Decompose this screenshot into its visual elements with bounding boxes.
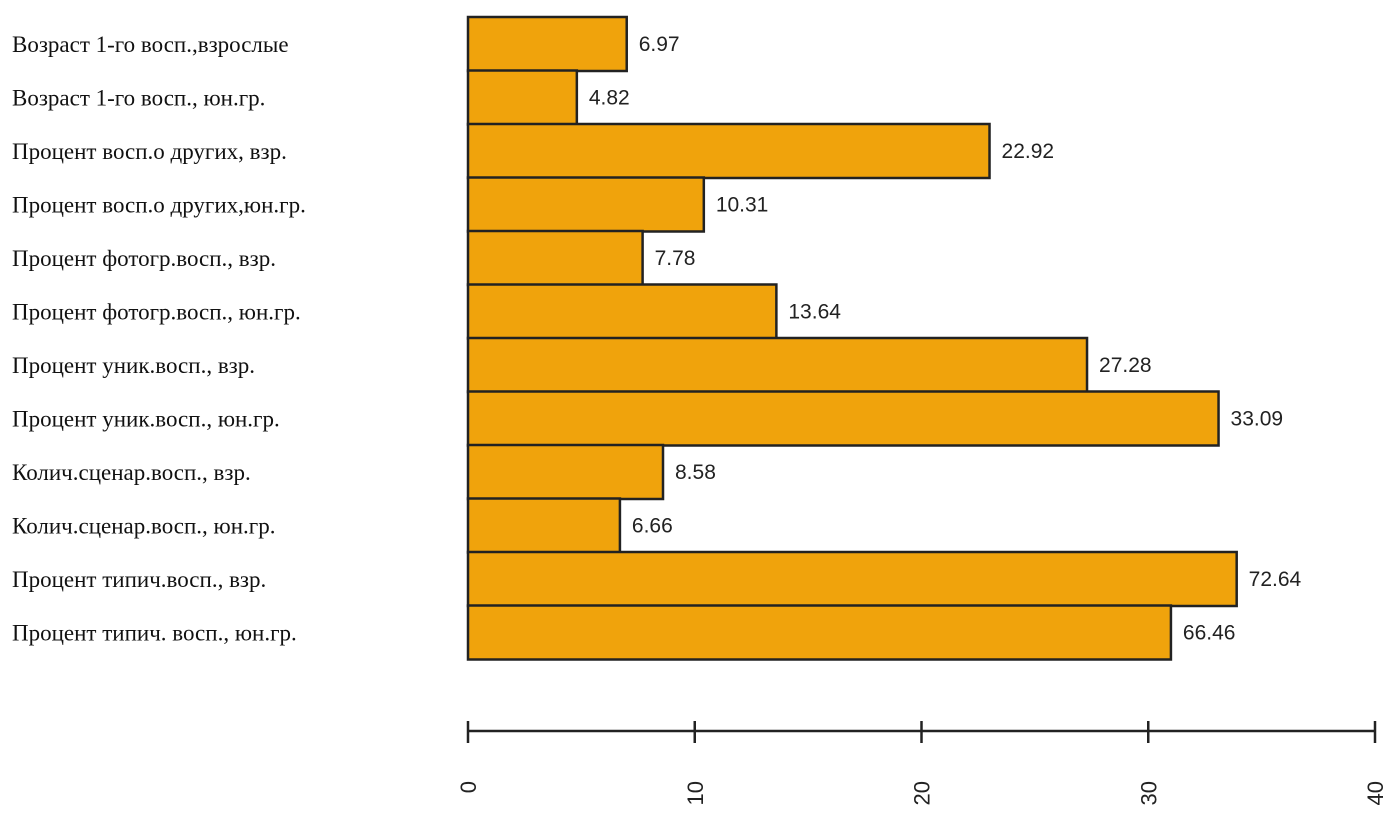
data-label: 72.64 xyxy=(1249,568,1302,591)
data-label: 13.64 xyxy=(788,301,841,324)
category-label: Процент восп.о других,юн.гр. xyxy=(12,193,306,218)
bar xyxy=(466,336,1089,394)
category-label: Возраст 1-го восп., юн.гр. xyxy=(12,86,265,111)
bar xyxy=(466,550,1238,608)
data-label: 33.09 xyxy=(1231,408,1284,431)
x-tick-label: 0 xyxy=(456,781,481,793)
x-tick-label: 30 xyxy=(1136,781,1161,805)
data-label: 6.66 xyxy=(632,515,673,538)
bar xyxy=(466,176,706,233)
category-label: Процент фотогр.восп., взр. xyxy=(12,246,276,271)
x-tick-label: 10 xyxy=(683,781,708,805)
category-labels: Возраст 1-го восп.,взрослые Возраст 1-го … xyxy=(12,32,306,646)
category-label: Процент типич. восп., юн.гр. xyxy=(12,621,297,646)
bar xyxy=(466,604,1173,661)
x-tick-label: 20 xyxy=(910,781,935,805)
x-tick-label: 40 xyxy=(1363,781,1388,805)
bar xyxy=(466,497,622,554)
bar xyxy=(466,122,991,180)
category-label: Процент восп.о других, взр. xyxy=(12,139,287,164)
category-label: Процент уник.восп., юн.гр. xyxy=(12,407,280,432)
data-label: 27.28 xyxy=(1099,354,1152,377)
category-label: Колич.сценар.восп., взр. xyxy=(12,460,251,485)
category-label: Возраст 1-го восп.,взрослые xyxy=(12,32,289,57)
category-label: Колич.сценар.восп., юн.гр. xyxy=(12,514,275,539)
data-label: 66.46 xyxy=(1183,622,1236,645)
data-label: 4.82 xyxy=(589,87,630,110)
category-label: Процент фотогр.восп., юн.гр. xyxy=(12,300,301,325)
x-axis: 0 10 20 30 40 xyxy=(456,721,1388,805)
data-label: 8.58 xyxy=(675,461,716,484)
bar xyxy=(466,15,628,73)
bar xyxy=(466,390,1220,447)
bars xyxy=(466,15,1238,661)
value-labels: 6.97 4.82 22.92 10.31 7.78 13.64 27.28 33.09 8.5… xyxy=(589,33,1302,645)
bar xyxy=(466,283,778,340)
category-label: Процент уник.восп., взр. xyxy=(12,353,255,378)
bar xyxy=(466,443,665,501)
bar xyxy=(466,69,579,126)
data-label: 6.97 xyxy=(639,33,680,56)
bar xyxy=(466,229,644,287)
category-label: Процент типич.восп., взр. xyxy=(12,567,266,592)
data-label: 7.78 xyxy=(655,247,696,270)
data-label: 22.92 xyxy=(1002,140,1055,163)
data-label: 10.31 xyxy=(716,194,769,217)
